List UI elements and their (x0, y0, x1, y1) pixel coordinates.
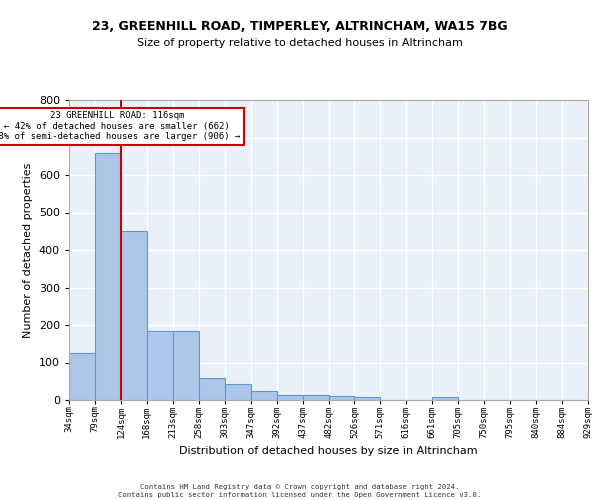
Bar (302, 395, 329, 400)
Bar (199, 378, 224, 400)
Bar (121, 231, 147, 400)
Bar (251, 390, 277, 400)
Bar (277, 395, 302, 400)
Bar (173, 330, 199, 400)
Bar (225, 384, 251, 400)
Bar (95, 152, 121, 400)
Bar (355, 397, 380, 400)
Text: 23, GREENHILL ROAD, TIMPERLEY, ALTRINCHAM, WA15 7BG: 23, GREENHILL ROAD, TIMPERLEY, ALTRINCHA… (92, 20, 508, 33)
Bar (69, 353, 95, 400)
Y-axis label: Number of detached properties: Number of detached properties (23, 162, 33, 338)
Bar (329, 396, 355, 400)
Text: Size of property relative to detached houses in Altrincham: Size of property relative to detached ho… (137, 38, 463, 48)
X-axis label: Distribution of detached houses by size in Altrincham: Distribution of detached houses by size … (179, 446, 478, 456)
Text: Contains HM Land Registry data © Crown copyright and database right 2024.
Contai: Contains HM Land Registry data © Crown c… (118, 484, 482, 498)
Bar (147, 330, 173, 400)
Text: 23 GREENHILL ROAD: 116sqm
← 42% of detached houses are smaller (662)
58% of semi: 23 GREENHILL ROAD: 116sqm ← 42% of detac… (0, 112, 241, 141)
Bar (433, 397, 458, 400)
